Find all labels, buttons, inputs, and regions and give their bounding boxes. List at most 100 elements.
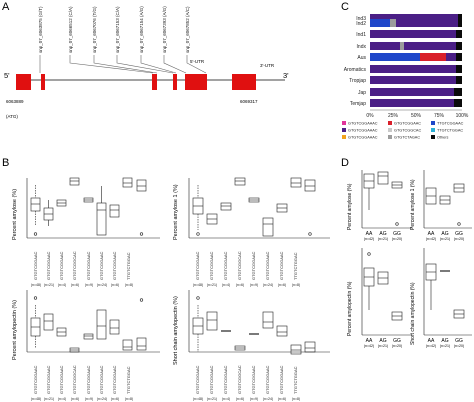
boxplot-d2: Percent amylose 1 (%) AA AG GG (n=42) (n… <box>410 170 472 241</box>
group-labels: AA AG GG <box>366 231 401 237</box>
count-label: (n=21) <box>44 397 54 401</box>
snp-label: snp_07_6067153 (C/A) <box>115 6 120 53</box>
legend-item: TTGTCTGGAC <box>437 129 463 133</box>
haplotype-boxplots: Percent amylose (%) Percent amylose 1 (%… <box>12 177 330 401</box>
snp-label: snp_07_6067076 (T/G) <box>92 6 97 53</box>
count-label: (n=6) <box>111 283 119 287</box>
count-label: (n=8) <box>292 397 300 401</box>
bar-temjap <box>370 99 462 107</box>
group-label: AG <box>441 338 448 344</box>
row-label: Temjap <box>350 101 366 107</box>
x-tick: 0% <box>366 113 374 119</box>
haplotype-label: GTGTCGGAAC <box>59 251 64 280</box>
count-label: (n=24) <box>263 397 273 401</box>
group-count: (n=42) <box>364 344 374 348</box>
haplotype-label: GTGTCGGAAC <box>251 365 256 394</box>
snp-label: snp_07_6067393 (A/G) <box>162 6 167 53</box>
snp-label: snp_07_6067154 (A/G) <box>139 6 144 53</box>
legend-item: Others <box>437 136 448 140</box>
bar-aromatics <box>370 65 462 73</box>
boxplot-b4: Short chain amylopectin (%) <box>173 290 330 365</box>
haplotype-label: GTGTCGGAAC <box>46 251 51 280</box>
panel-label-b: B <box>2 157 9 169</box>
group-count: (n=20) <box>392 237 402 241</box>
count-label: (n=6) <box>236 397 244 401</box>
group-counts: (n=42) (n=21) (n=20) <box>364 344 402 348</box>
boxplot-b2: Percent amylose 1 (%) <box>173 177 330 240</box>
count-label: (n=4) <box>222 283 230 287</box>
count-label: (n=6) <box>71 283 79 287</box>
group-labels: AA AG GG <box>428 231 463 237</box>
haplotype-label: GTGTCGGAAC <box>86 251 91 280</box>
bar-ind2 <box>370 19 462 27</box>
row-label: Ind3 <box>356 16 366 22</box>
haplotype-label: GTGTCGGAAC <box>99 251 104 280</box>
haplotype-label: GTGTCGGAAC <box>112 251 117 280</box>
gene-end-position: 6069317 <box>240 99 258 104</box>
haplotype-label: GTGTCGGAAC <box>195 251 200 280</box>
haplotype-label: GTGTCGGAAC <box>223 365 228 394</box>
y-axis-label: Percent amylopectin (%) <box>347 281 353 336</box>
group-label: AG <box>379 338 386 344</box>
count-label: (n=9) <box>85 397 93 401</box>
genotype-boxplots: Percent amylose (%) AA AG GG (n=42) (n=2… <box>347 170 472 348</box>
count-label: (n=21) <box>44 283 54 287</box>
bar-tropjap <box>370 76 462 84</box>
five-prime-label: 5' <box>4 71 10 80</box>
y-axis-label: Percent amylose (%) <box>12 189 18 240</box>
x-tick: 100% <box>456 113 469 119</box>
group-counts: (n=42) (n=21) (n=20) <box>426 344 464 348</box>
count-label: (n=8) <box>125 397 133 401</box>
row-label: Jap <box>358 90 366 96</box>
exon-4 <box>173 74 177 90</box>
haplotype-label: GTGTCGGAAC <box>46 365 51 394</box>
count-labels-top: (n=48) (n=21) (n=4) (n=6) (n=9) (n=24) (… <box>31 283 300 287</box>
haplotype-label: GTGTCGGAAC <box>59 365 64 394</box>
group-label: GG <box>455 338 463 344</box>
legend-item: GTGTCGGAAAC <box>348 136 378 140</box>
haplotype-label: GTGTCGGCAC <box>72 251 77 280</box>
group-count: (n=21) <box>440 344 450 348</box>
y-axis-label: Percent amylose (%) <box>347 183 353 230</box>
snp-labels: snp_07_6063875 (G/T) snp_07_6066512 (C/A… <box>38 6 190 53</box>
panel-label-c: C <box>341 1 349 13</box>
bar-ind1 <box>370 30 462 38</box>
group-labels: AA AG GG <box>428 338 463 344</box>
exon-1 <box>16 74 31 90</box>
bar-aus <box>370 53 462 61</box>
count-label: (n=24) <box>97 283 107 287</box>
exon-5 <box>185 74 207 90</box>
haplotype-label: GTGTCGGAAC <box>99 365 104 394</box>
haplotype-frequency-panel: Ind3 Ind2 Ind1 Indx Aus Aromatics Tropja… <box>342 14 469 140</box>
group-label: AG <box>441 231 448 237</box>
gene-start-codon: (ATG) <box>6 114 18 119</box>
group-count: (n=42) <box>426 237 436 241</box>
haplotype-label: GTGTCGGAAC <box>33 365 38 394</box>
haplotype-label: GTGTCGGAAC <box>86 365 91 394</box>
group-counts: (n=42) (n=21) (n=20) <box>364 237 402 241</box>
legend-item: TTGTCGGAAC <box>437 122 464 126</box>
haplotype-label: GTGTCGGAAC <box>279 251 284 280</box>
row-label: Tropjap <box>349 78 366 84</box>
row-label: Indx <box>357 44 367 50</box>
group-count: (n=20) <box>454 344 464 348</box>
haplotype-labels-bottom: GTGTCGGAAC GTGTCGGAAC GTGTCGGAAC GTGTCGG… <box>33 365 298 394</box>
group-label: AA <box>366 338 373 344</box>
group-count: (n=42) <box>364 237 374 241</box>
legend: GTGTCGGAAAC GTGTCGGAAAC GTGTCGGAAAC GTGT… <box>342 121 464 140</box>
haplotype-label: GTGTCGGAAC <box>112 365 117 394</box>
group-count: (n=20) <box>392 344 402 348</box>
panel-label-a: A <box>2 1 10 13</box>
snp-label: snp_07_6066512 (C/A) <box>68 6 73 53</box>
group-counts: (n=42) (n=21) (n=20) <box>426 237 464 241</box>
count-label: (n=4) <box>58 283 66 287</box>
group-label: AA <box>366 231 373 237</box>
group-count: (n=20) <box>454 237 464 241</box>
haplotype-label: GTGTCGGCAC <box>237 365 242 394</box>
boxplot-d3: Percent amylopectin (%) AA AG GG (n=42) … <box>347 248 412 348</box>
panel-label-d: D <box>341 157 349 169</box>
row-label: Ind2 <box>356 21 366 27</box>
group-label: GG <box>455 231 463 237</box>
legend-item: GTGTCGGCAC <box>394 129 421 133</box>
